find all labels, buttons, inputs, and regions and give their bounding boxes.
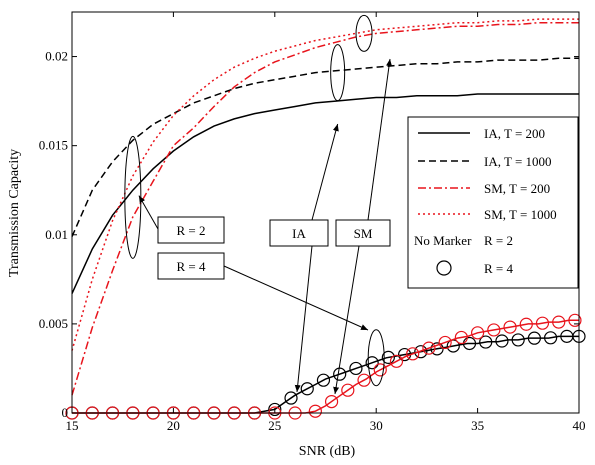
legend-circle-marker <box>436 260 452 276</box>
series-marker-4-23 <box>479 335 493 349</box>
y-tick-label-2: 0.01 <box>45 227 68 242</box>
series-marker-5-18 <box>406 347 420 361</box>
series-marker-4-27 <box>544 331 558 345</box>
series-marker-4-12 <box>300 382 314 396</box>
x-tick-label-2: 25 <box>268 418 281 433</box>
ia-arrow-down <box>294 245 313 393</box>
y-tick-label-4: 0.02 <box>45 49 68 64</box>
series-line-1 <box>71 57 579 237</box>
series-marker-4-11 <box>284 391 298 405</box>
series-marker-5-25 <box>519 317 533 331</box>
series-line-2 <box>71 21 579 396</box>
r4-group-ellipse <box>367 329 385 387</box>
sm-annotation-label: SM <box>354 226 373 241</box>
plot-frame <box>71 11 580 414</box>
legend-frame <box>407 116 579 289</box>
x-tick-label-0: 15 <box>66 418 79 433</box>
x-tick-label-5: 40 <box>573 418 586 433</box>
series-marker-5-24 <box>503 320 517 334</box>
legend-r4-label: R = 4 <box>484 261 514 276</box>
r4-annotation-label: R = 4 <box>176 259 206 274</box>
series-marker-5-15 <box>357 373 371 387</box>
series-marker-4-19 <box>414 345 428 359</box>
x-tick-label-4: 35 <box>471 418 484 433</box>
y-tick-label-0: 0 <box>62 405 69 420</box>
series-marker-4-10 <box>268 402 282 417</box>
ia-arrow-up <box>311 123 339 221</box>
y-axis-label: Transmission Capacity <box>7 149 22 277</box>
series-marker-4-20 <box>430 342 444 356</box>
series-marker-4-15 <box>349 361 363 376</box>
series-line-3 <box>71 18 579 351</box>
series-marker-5-19 <box>422 341 436 355</box>
series-marker-5-21 <box>454 330 468 345</box>
legend-no-marker: No Marker <box>414 233 472 248</box>
sm-annotation-box <box>335 219 391 247</box>
axes: 15 20 25 30 35 40 0 0.005 0.01 0.015 0.02 <box>39 11 586 433</box>
series-marker-4-25 <box>511 333 525 347</box>
x-tick-label-3: 30 <box>370 418 383 433</box>
series-marker-5-14 <box>341 383 355 397</box>
sm-arrow-up <box>367 58 393 221</box>
r2-annotation-label: R = 2 <box>176 223 205 238</box>
legend-r2-label: R = 2 <box>484 233 513 248</box>
ia-group-ellipse <box>330 44 346 102</box>
ia-annotation-label: IA <box>292 226 306 241</box>
sm-arrow-down <box>333 245 360 395</box>
legend: IA, T = 200 IA, T = 1000 SM, T = 200 SM, T … <box>407 116 579 289</box>
series-marker-5-23 <box>487 323 501 337</box>
series-marker-5-16 <box>373 363 387 377</box>
series-marker-5-12 <box>308 404 322 418</box>
plot-area <box>65 18 586 420</box>
r2-annotation-box <box>157 216 225 244</box>
series-marker-5-17 <box>389 354 404 368</box>
series-marker-4-26 <box>527 331 541 345</box>
series-marker-5-26 <box>535 316 550 330</box>
r2-arrow <box>138 195 159 230</box>
annotations: R = 2 R = 4 IA SM <box>124 14 393 395</box>
legend-label-3: SM, T = 1000 <box>484 207 557 222</box>
x-axis-label: SNR (dB) <box>299 444 356 459</box>
legend-label-0: IA, T = 200 <box>484 126 545 141</box>
series-marker-5-13 <box>324 394 339 409</box>
series-marker-5-28 <box>568 313 582 327</box>
x-tick-label-1: 20 <box>167 418 180 433</box>
y-tick-label-3: 0.015 <box>39 138 68 153</box>
series-marker-4-13 <box>316 373 331 387</box>
series-line-0 <box>71 93 579 294</box>
r4-annotation-box <box>157 252 225 280</box>
series-marker-4-17 <box>381 350 395 364</box>
series-marker-5-27 <box>552 315 566 329</box>
sm-group-ellipse <box>355 14 373 52</box>
series-marker-4-16 <box>365 356 379 370</box>
series-marker-4-24 <box>495 334 509 348</box>
series-marker-5-20 <box>438 335 452 350</box>
r4-arrow <box>223 265 369 331</box>
legend-label-2: SM, T = 200 <box>484 181 550 196</box>
series-marker-5-22 <box>471 326 485 340</box>
legend-label-1: IA, T = 1000 <box>484 154 552 169</box>
ia-annotation-box <box>269 219 329 247</box>
y-tick-label-1: 0.005 <box>39 316 68 331</box>
